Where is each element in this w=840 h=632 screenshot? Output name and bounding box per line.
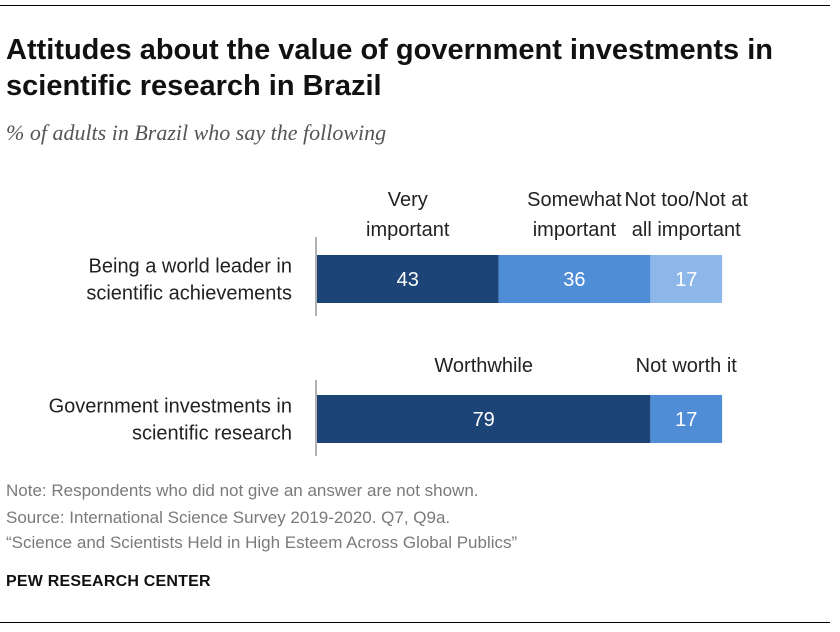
- pew-brand: PEW RESEARCH CENTER: [6, 573, 211, 590]
- bar-segment: [650, 255, 723, 303]
- value-label: 17: [675, 409, 697, 431]
- bar-segment: [498, 255, 651, 303]
- bar-segment: [317, 255, 499, 303]
- stacked-bar-chart: Being a world leader in scientific achiev…: [49, 189, 749, 456]
- chart-title: Attitudes about the value of government …: [6, 34, 773, 102]
- report-text: “Science and Scientists Held in High Est…: [6, 533, 518, 552]
- bar-segment: [650, 395, 723, 443]
- value-label: 36: [563, 269, 585, 291]
- segment-header: Worthwhile: [434, 355, 533, 377]
- segment-header: Not worth it: [636, 355, 738, 377]
- note-text: Note: Respondents who did not give an an…: [6, 481, 479, 500]
- top-rule: [0, 5, 830, 6]
- segment-header: Very important: [366, 189, 450, 241]
- question-label: Being a world leader in scientific achiev…: [86, 256, 292, 305]
- chart-subtitle: % of adults in Brazil who say the follow…: [6, 120, 387, 145]
- bottom-rule: [0, 622, 830, 623]
- source-text: Source: International Science Survey 201…: [6, 508, 451, 527]
- question-label: Government investments in scientific rese…: [49, 396, 292, 445]
- segment-header: Somewhat important: [527, 189, 622, 241]
- value-label: 79: [473, 409, 495, 431]
- bar-segment: [317, 395, 651, 443]
- segment-header: Not too/Not at all important: [625, 189, 749, 241]
- value-label: 43: [397, 269, 419, 291]
- value-label: 17: [675, 269, 697, 291]
